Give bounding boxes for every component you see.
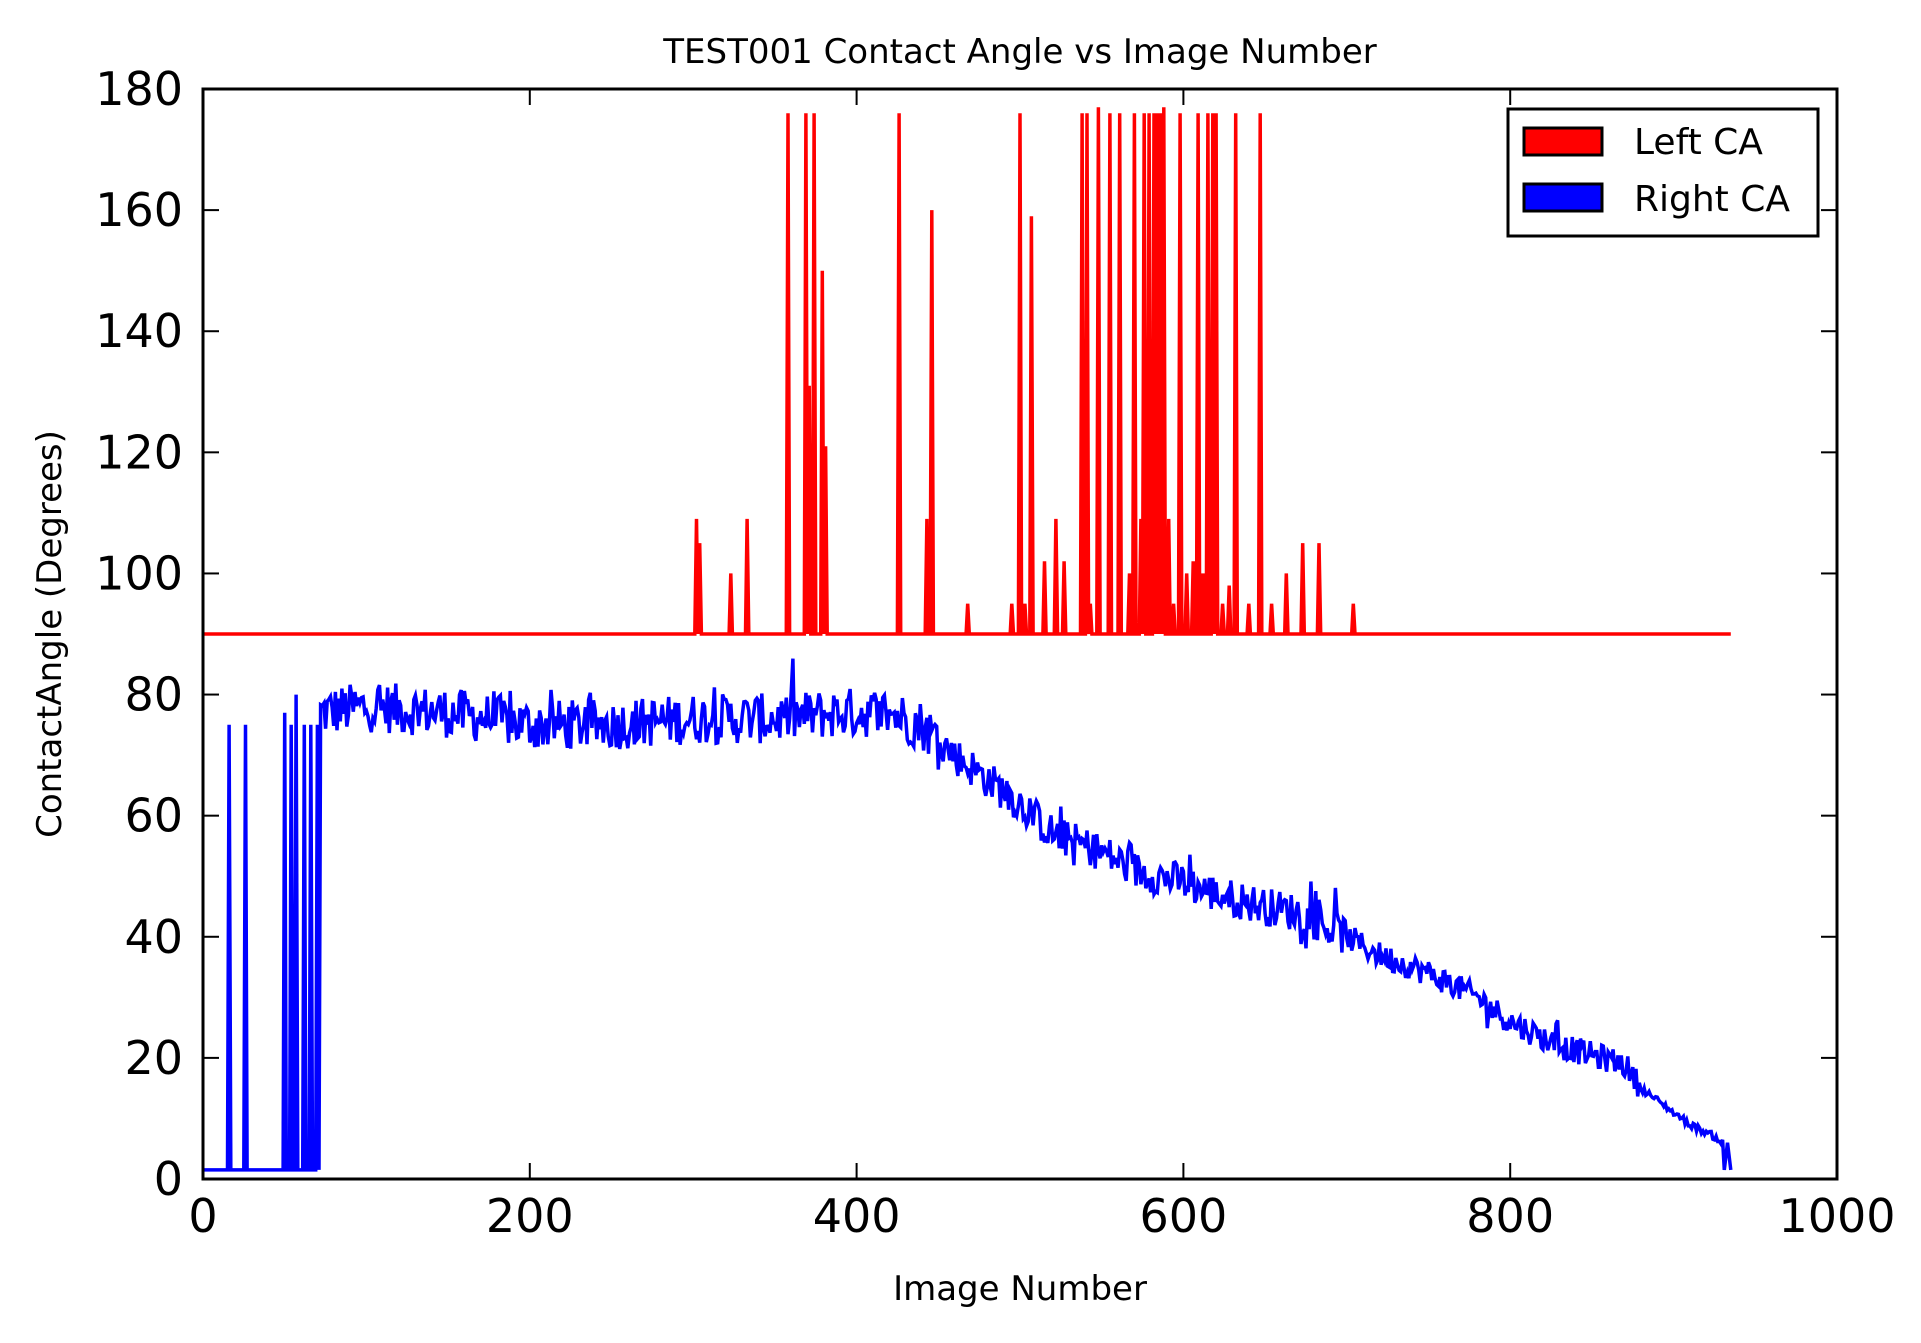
y-tick-label: 40 [124, 910, 183, 964]
series-line-left-ca [203, 107, 1731, 636]
y-tick-label: 180 [95, 62, 183, 116]
series-layer [203, 107, 1733, 1172]
y-tick-label: 20 [124, 1031, 183, 1085]
y-tick-label: 120 [95, 425, 183, 479]
x-tick-label: 400 [813, 1189, 901, 1243]
series-line-right-ca [203, 658, 1733, 1172]
x-tick-label: 1000 [1778, 1189, 1895, 1243]
y-tick-label: 80 [124, 668, 183, 722]
y-tick-label: 160 [95, 183, 183, 237]
legend: Left CA Right CA [1506, 107, 1820, 238]
x-tick-label: 0 [188, 1189, 217, 1243]
plot-frame [201, 87, 1839, 1181]
y-axis-label: ContactAngle (Degrees) [30, 430, 70, 838]
y-tick-label: 0 [154, 1152, 183, 1206]
chart-title: TEST001 Contact Angle vs Image Number [662, 32, 1376, 72]
y-tick-label: 140 [95, 304, 183, 358]
legend-label-left-ca: Left CA [1634, 122, 1763, 163]
y-tick-label: 60 [124, 789, 183, 843]
y-tick-label: 100 [95, 546, 183, 600]
x-tick-label: 800 [1466, 1189, 1554, 1243]
ticks-layer: 0 200 400 600 800 1000 0 20 40 60 80 100 120 140 160 18… [95, 62, 1895, 1243]
x-axis-label: Image Number [893, 1269, 1147, 1309]
legend-swatch-left-ca [1522, 126, 1604, 157]
x-tick-label: 200 [486, 1189, 574, 1243]
legend-label-right-ca: Right CA [1634, 179, 1790, 220]
x-tick-label: 600 [1139, 1189, 1227, 1243]
legend-swatch-right-ca [1522, 182, 1604, 213]
